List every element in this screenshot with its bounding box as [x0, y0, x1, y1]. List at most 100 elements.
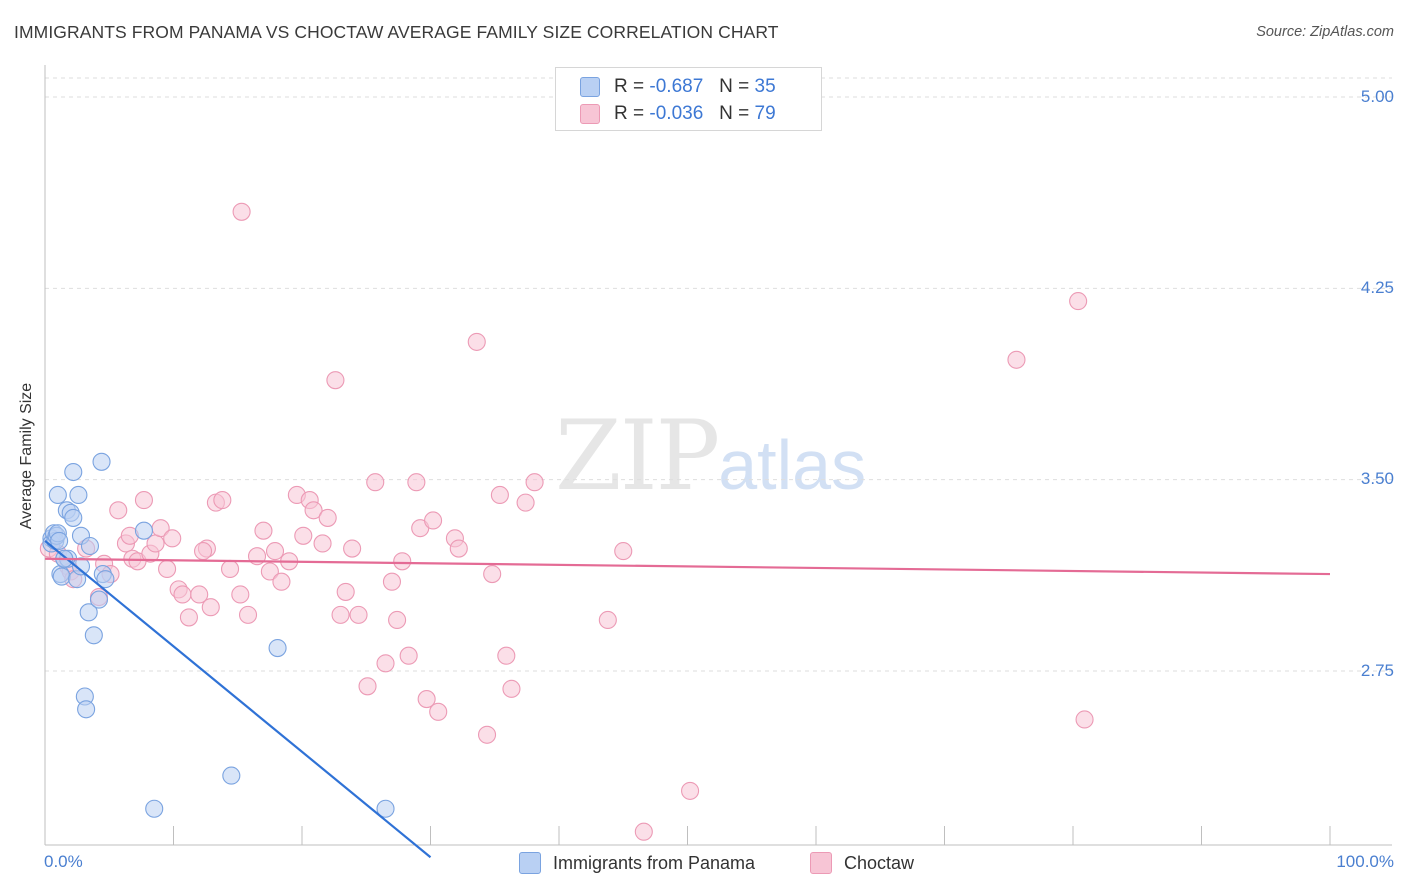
data-point-choctaw [614, 542, 633, 561]
data-point-choctaw [213, 491, 232, 510]
data-point-choctaw [294, 526, 313, 545]
x-tick-label-min: 0.0% [44, 852, 83, 871]
data-point-choctaw [429, 702, 448, 721]
chart-title: IMMIGRANTS FROM PANAMA VS CHOCTAW AVERAG… [14, 22, 779, 42]
data-point-choctaw [158, 559, 177, 579]
legend-r-value: -0.687 [649, 76, 704, 97]
data-point-choctaw [254, 521, 273, 540]
data-point-choctaw [393, 552, 412, 571]
data-point-panama [50, 531, 69, 550]
data-point-choctaw [399, 646, 418, 665]
watermark-zip: ZIP [555, 400, 720, 512]
data-point-panama [64, 508, 83, 527]
legend-n-value: 35 [754, 76, 776, 97]
y-tick-label: 2.75 [1360, 661, 1394, 680]
data-point-panama [69, 485, 88, 505]
data-point-choctaw [304, 501, 323, 520]
y-tick-label: 4.25 [1360, 278, 1394, 297]
data-point-choctaw [343, 539, 362, 558]
data-point-choctaw [358, 677, 377, 696]
data-point-choctaw [376, 654, 395, 673]
y-tick-label: 3.50 [1360, 469, 1394, 488]
data-point-choctaw [424, 511, 443, 530]
data-point-choctaw [179, 608, 198, 627]
data-point-choctaw [490, 485, 509, 505]
data-point-choctaw [497, 646, 516, 665]
y-axis-label: Average Family Size [18, 382, 35, 530]
data-point-choctaw [388, 610, 407, 630]
data-point-panama [52, 567, 71, 586]
legend-swatch-panama [580, 77, 600, 97]
data-point-panama [145, 799, 164, 818]
legend-label-panama: Immigrants from Panama [553, 852, 756, 873]
data-point-choctaw [190, 585, 209, 604]
data-point-choctaw [598, 610, 617, 630]
data-point-choctaw [313, 534, 332, 553]
trend-line-choctaw [44, 557, 1331, 576]
data-point-choctaw [449, 539, 468, 558]
data-point-choctaw [467, 332, 486, 351]
legend-swatch-choctaw [580, 104, 600, 124]
data-point-choctaw [109, 501, 128, 520]
data-point-choctaw [516, 493, 535, 512]
data-point-choctaw [1007, 350, 1026, 369]
data-point-choctaw [238, 605, 258, 624]
legend-r-label: R = [614, 103, 645, 124]
data-point-choctaw [382, 572, 402, 591]
trend-line-panama [44, 540, 432, 859]
legend-r-label: R = [614, 76, 645, 97]
legend-label-choctaw: Choctaw [844, 852, 915, 873]
data-point-choctaw [163, 529, 182, 548]
watermark-atlas: atlas [718, 426, 867, 504]
series-legend: Immigrants from Panama Choctaw [0, 852, 1406, 876]
legend-item-panama[interactable]: Immigrants from Panama [519, 852, 755, 874]
data-point-choctaw [201, 598, 220, 617]
data-point-choctaw [407, 473, 426, 492]
data-point-panama [77, 700, 96, 719]
data-point-choctaw [194, 542, 213, 561]
data-point-choctaw [1075, 710, 1094, 729]
x-tick-label-max: 100.0% [1336, 852, 1394, 871]
data-point-panama [80, 536, 100, 556]
data-point-panama [64, 462, 83, 482]
data-point-choctaw [336, 582, 355, 601]
data-point-panama [89, 590, 109, 609]
legend-n-label: N = [719, 76, 750, 97]
data-point-choctaw [265, 542, 285, 561]
data-point-panama [71, 557, 91, 576]
data-point-choctaw [231, 585, 250, 604]
data-point-choctaw [483, 565, 502, 584]
data-point-choctaw [417, 690, 436, 709]
data-point-choctaw [272, 572, 291, 591]
correlation-legend: R = -0.687 N = 35 R = -0.036 N = 79 [555, 67, 822, 131]
data-point-choctaw [681, 781, 700, 800]
source-label: Source: ZipAtlas.com [1256, 24, 1394, 40]
data-point-panama [134, 521, 153, 540]
data-point-panama [268, 638, 287, 658]
data-point-panama [376, 799, 395, 818]
data-point-choctaw [232, 202, 251, 221]
data-point-panama [79, 603, 98, 622]
data-point-panama [92, 452, 111, 471]
data-point-panama [222, 766, 241, 785]
data-point-choctaw [220, 559, 240, 579]
data-point-choctaw [477, 725, 497, 744]
watermark: ZIPatlas [555, 400, 866, 512]
data-point-choctaw [366, 473, 385, 492]
legend-item-choctaw[interactable]: Choctaw [810, 852, 914, 874]
data-point-choctaw [1069, 292, 1088, 311]
legend-n-value: 79 [754, 103, 776, 124]
legend-n-label: N = [719, 103, 750, 124]
data-point-choctaw [173, 585, 192, 604]
legend-row-panama: R = -0.687 N = 35 [580, 75, 776, 99]
data-point-choctaw [634, 822, 653, 841]
data-point-choctaw [525, 473, 544, 492]
legend-swatch-panama [519, 852, 541, 874]
legend-row-choctaw: R = -0.036 N = 79 [580, 102, 776, 126]
data-point-choctaw [349, 605, 368, 624]
data-point-choctaw [260, 562, 279, 581]
y-tick-label: 5.00 [1360, 87, 1394, 106]
data-point-choctaw [326, 371, 345, 390]
legend-r-value: -0.036 [649, 103, 704, 124]
